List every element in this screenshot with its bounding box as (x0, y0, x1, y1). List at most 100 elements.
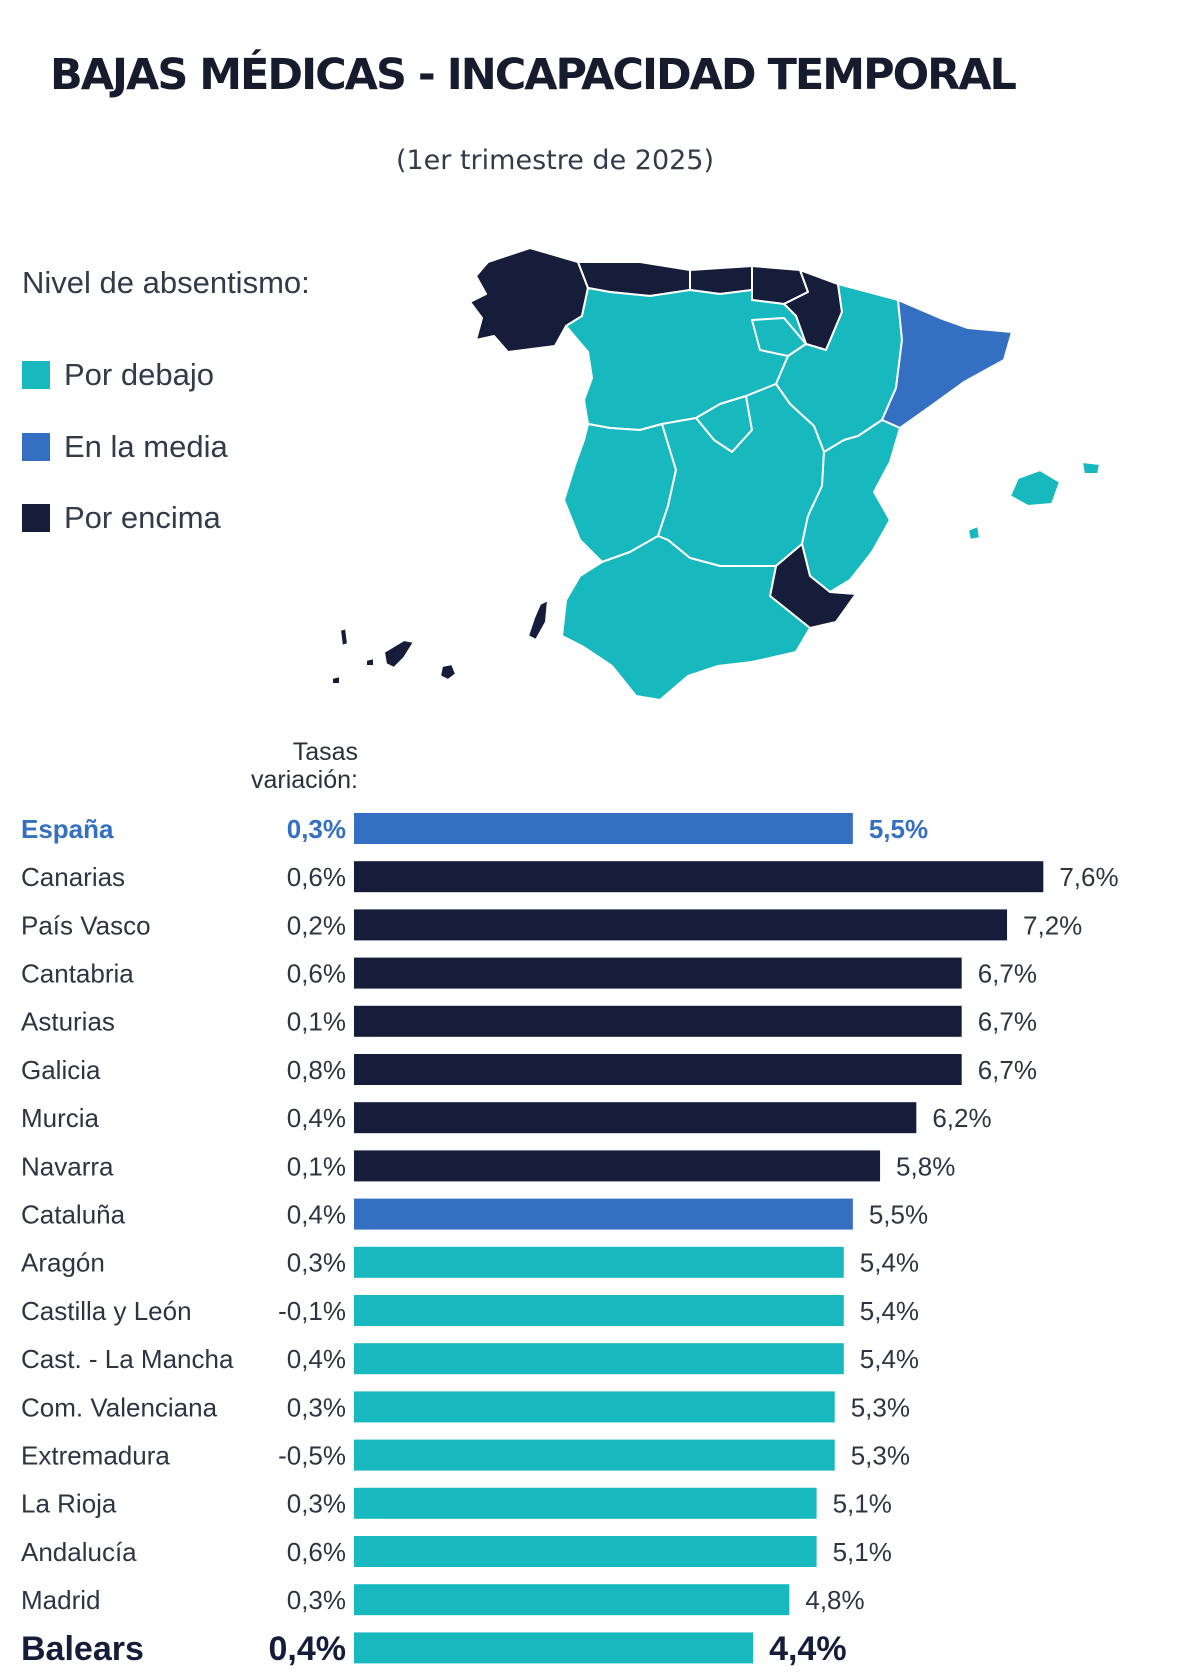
category-label-galicia: Galicia (21, 1055, 101, 1085)
variation-label-madrid: 0,3% (287, 1585, 346, 1615)
category-label-la-rioja: La Rioja (21, 1489, 117, 1519)
bar-navarra (354, 1150, 881, 1182)
variation-label-canarias: 0,6% (287, 862, 346, 892)
bar-murcia (354, 1102, 917, 1134)
legend-label-average: En la media (64, 429, 228, 464)
category-label-espana: España (21, 814, 114, 844)
map-region-balears-mallorca (1009, 469, 1061, 507)
spain-regions-map (331, 247, 1100, 701)
legend-item-below: Por debajo (22, 357, 214, 392)
bar-cantabria (354, 957, 962, 989)
value-label-galicia: 6,7% (978, 1055, 1037, 1085)
value-label-murcia: 6,2% (932, 1103, 991, 1133)
legend-label-above: Por encima (64, 500, 221, 535)
value-label-madrid: 4,8% (805, 1585, 864, 1615)
legend-swatch-average (22, 433, 50, 461)
bar-espana (354, 813, 853, 844)
variation-label-cataluna: 0,4% (287, 1199, 346, 1229)
bar-cataluna (354, 1198, 853, 1230)
category-label-murcia: Murcia (21, 1103, 100, 1133)
map-region-galicia (469, 247, 589, 353)
variation-label-extremadura: -0,5% (278, 1440, 346, 1470)
variation-label-andalucia: 0,6% (287, 1537, 346, 1567)
variation-label-cantabria: 0,6% (287, 958, 346, 988)
map-region-valencia (801, 419, 901, 593)
legend-title: Nivel de absentismo: (22, 265, 310, 300)
category-label-aragon: Aragón (21, 1248, 105, 1278)
value-label-asturias: 6,7% (978, 1007, 1037, 1037)
variation-header-line-2: variación: (251, 766, 358, 794)
variation-label-espana: 0,3% (287, 814, 346, 844)
map-region-balears-ibiza (967, 525, 981, 541)
map-region-canarias-lanzarote (527, 599, 549, 641)
value-label-cast-la-mancha: 5,4% (860, 1344, 919, 1374)
variation-label-cast-la-mancha: 0,4% (287, 1344, 346, 1374)
bar-extremadura (354, 1439, 835, 1471)
variation-label-la-rioja: 0,3% (287, 1489, 346, 1519)
value-label-aragon: 5,4% (860, 1248, 919, 1278)
variation-column-header: Tasas variación: (200, 738, 358, 794)
variation-label-murcia: 0,4% (287, 1103, 346, 1133)
bar-madrid (354, 1584, 790, 1616)
map-region-canarias-tenerife (383, 639, 415, 669)
variation-label-castilla-y-leon: -0,1% (278, 1296, 346, 1326)
bar-asturias (354, 1005, 962, 1037)
bar-la-rioja (354, 1487, 817, 1519)
variation-label-aragon: 0,3% (287, 1248, 346, 1278)
value-label-cantabria: 6,7% (978, 958, 1037, 988)
category-label-andalucia: Andalucía (21, 1537, 137, 1567)
bar-andalucia (354, 1536, 817, 1567)
category-label-extremadura: Extremadura (21, 1440, 170, 1470)
bar-balears (354, 1632, 754, 1664)
legend-label-below: Por debajo (64, 357, 214, 392)
value-label-com-valenciana: 5,3% (851, 1392, 910, 1422)
bar-aragon (354, 1246, 844, 1278)
chart-subtitle: (1er trimestre de 2025) (395, 145, 715, 176)
variation-label-pais-vasco: 0,2% (287, 910, 346, 940)
legend-swatch-below (22, 361, 50, 389)
value-label-extremadura: 5,3% (851, 1440, 910, 1470)
map-region-cantabria (689, 265, 753, 295)
value-label-la-rioja: 5,1% (833, 1489, 892, 1519)
map-region-canarias-la-palma (339, 627, 349, 647)
legend-item-above: Por encima (22, 500, 221, 535)
category-label-cantabria: Cantabria (21, 958, 134, 988)
category-label-com-valenciana: Com. Valenciana (21, 1392, 218, 1422)
bar-com-valenciana (354, 1391, 835, 1423)
value-label-castilla-y-leon: 5,4% (860, 1296, 919, 1326)
category-label-balears: Balears (21, 1630, 144, 1668)
absenteeism-bar-chart: España 0,3% 5,5% Canarias 0,6% 7,6% País Vasco… (21, 813, 1119, 1668)
category-label-cataluna: Cataluña (21, 1199, 126, 1229)
category-label-pais-vasco: País Vasco (21, 910, 151, 940)
value-label-espana: 5,5% (869, 814, 928, 844)
variation-label-balears: 0,4% (269, 1630, 347, 1668)
chart-title: BAJAS MÉDICAS - INCAPACIDAD TEMPORAL (50, 50, 1017, 100)
map-region-andalucia (561, 535, 811, 701)
legend-item-average: En la media (22, 429, 228, 464)
map-region-canarias-el-hierro (331, 675, 341, 685)
bar-castilla-y-leon (354, 1295, 844, 1326)
value-label-canarias: 7,6% (1059, 862, 1118, 892)
variation-header-line-1: Tasas (292, 738, 358, 766)
map-region-canarias-gran-canaria (439, 663, 457, 681)
value-label-andalucia: 5,1% (833, 1537, 892, 1567)
value-label-navarra: 5,8% (896, 1151, 955, 1181)
category-label-asturias: Asturias (21, 1007, 115, 1037)
variation-label-galicia: 0,8% (287, 1055, 346, 1085)
category-label-madrid: Madrid (21, 1585, 100, 1615)
bar-canarias (354, 861, 1044, 893)
map-region-balears-menorca (1081, 461, 1100, 475)
bar-cast-la-mancha (354, 1343, 844, 1375)
category-label-canarias: Canarias (21, 862, 125, 892)
bar-galicia (354, 1054, 962, 1085)
value-label-pais-vasco: 7,2% (1023, 910, 1082, 940)
bar-pais-vasco (354, 909, 1008, 941)
map-region-canarias-la-gomera (365, 657, 375, 667)
category-label-cast-la-mancha: Cast. - La Mancha (21, 1344, 234, 1374)
legend-swatch-above (22, 504, 50, 532)
variation-label-com-valenciana: 0,3% (287, 1392, 346, 1422)
value-label-balears: 4,4% (769, 1630, 847, 1668)
category-label-navarra: Navarra (21, 1151, 114, 1181)
variation-label-navarra: 0,1% (287, 1151, 346, 1181)
variation-label-asturias: 0,1% (287, 1007, 346, 1037)
